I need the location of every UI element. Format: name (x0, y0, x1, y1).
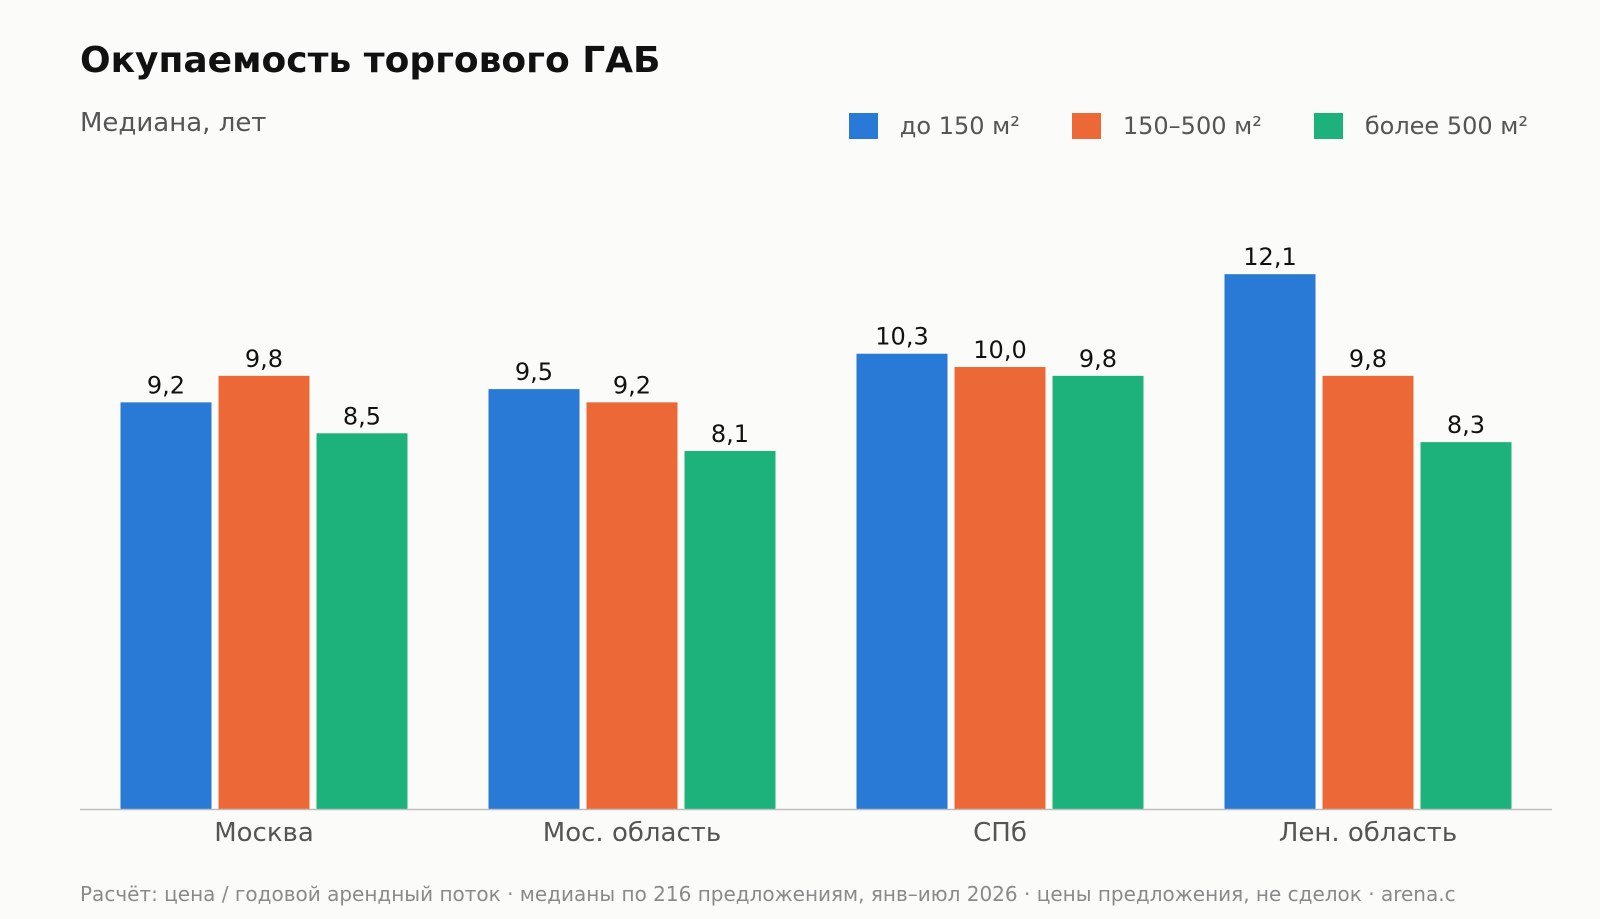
bar-1-1 (120, 402, 212, 809)
legend-swatch-series-3 (1313, 113, 1343, 139)
data-label-2-2: 9,2 (613, 371, 651, 399)
x-tick-label-1: Москва (214, 818, 314, 848)
data-label-1-1: 9,2 (147, 371, 185, 399)
bar-3-4 (1420, 442, 1512, 809)
x-tick-label-4: Лен. область (1279, 818, 1457, 848)
chart-footnote: Расчёт: цена / годовой арендный поток · … (80, 882, 1456, 906)
bar-3-1 (316, 433, 408, 809)
x-tick-label-2: Мос. область (543, 818, 721, 848)
legend-label-series-1: до 150 м² (899, 112, 1020, 140)
x-tick-label-3: СПб (973, 818, 1027, 848)
legend-swatch-series-1 (848, 113, 878, 139)
chart-subtitle: Медиана, лет (80, 108, 267, 138)
bar-2-1 (218, 375, 310, 809)
bar-2-4 (1322, 375, 1414, 809)
data-label-3-2: 8,1 (711, 420, 749, 448)
data-label-1-3: 10,3 (875, 323, 928, 351)
legend-label-series-3: более 500 м² (1364, 112, 1528, 140)
bar-1-4 (1224, 274, 1316, 809)
bar-3-3 (1052, 375, 1144, 809)
legend-item-series-1: до 150 м² (848, 112, 1020, 140)
data-label-2-3: 10,0 (973, 336, 1026, 364)
data-label-1-2: 9,5 (515, 358, 553, 386)
bar-1-3 (856, 353, 948, 809)
data-label-2-4: 9,8 (1349, 345, 1387, 373)
data-label-2-1: 9,8 (245, 345, 283, 373)
legend-item-series-2: 150–500 м² (1071, 112, 1262, 140)
legend-swatch-series-2 (1071, 113, 1101, 139)
data-label-3-4: 8,3 (1447, 411, 1485, 439)
data-label-3-3: 9,8 (1079, 345, 1117, 373)
bar-2-2 (586, 402, 678, 809)
bar-3-2 (684, 450, 776, 809)
chart-title: Окупаемость торгового ГАБ (80, 40, 661, 81)
legend: до 150 м² 150–500 м² более 500 м² (848, 112, 1528, 140)
data-label-1-4: 12,1 (1243, 243, 1296, 271)
data-label-3-1: 8,5 (343, 402, 381, 430)
legend-label-series-2: 150–500 м² (1122, 112, 1262, 140)
bar-1-2 (488, 389, 580, 809)
bar-2-3 (954, 367, 1046, 809)
legend-item-series-3: более 500 м² (1313, 112, 1528, 140)
